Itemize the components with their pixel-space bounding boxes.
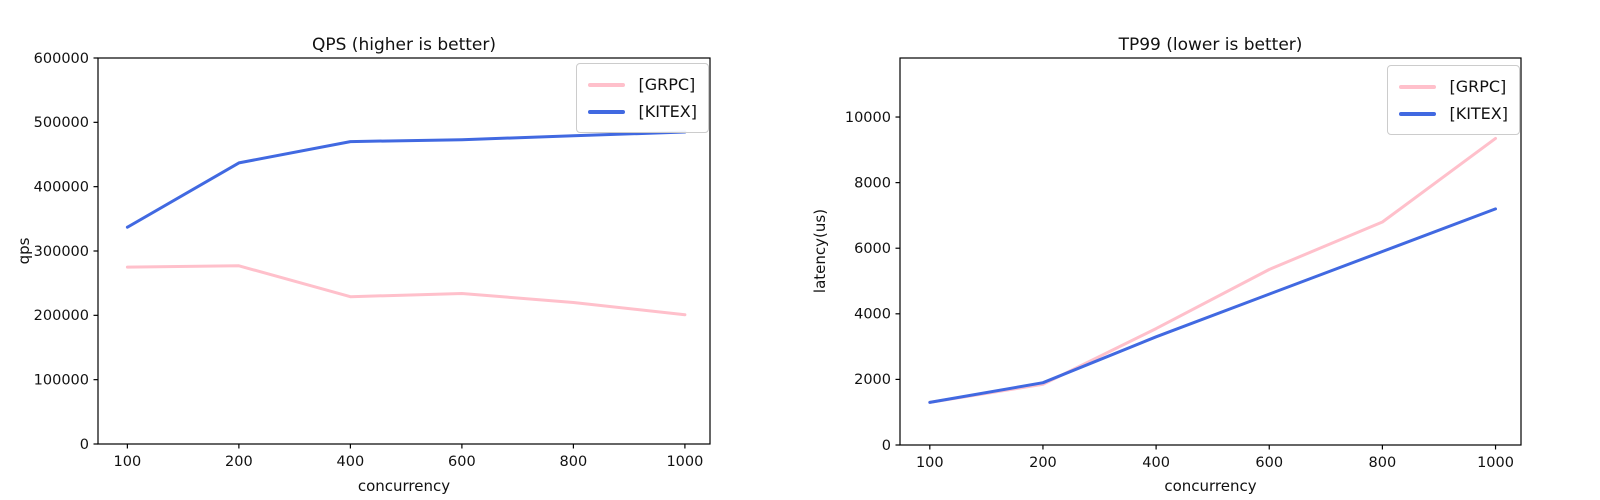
x-tick-label: 200 xyxy=(225,454,253,470)
plot-area: 0 2000 4000 6000 8000 10000 100 200 400 600 800 100… xyxy=(845,57,1522,471)
x-tick-label: 800 xyxy=(1369,455,1397,471)
grpc-line-sample xyxy=(588,82,626,87)
axes-frame xyxy=(97,57,711,445)
y-tick-label: 10000 xyxy=(845,110,891,126)
x-axis-label: concurrency xyxy=(357,477,451,495)
y-tick-label: 500000 xyxy=(34,115,89,131)
y-tick-label: 600000 xyxy=(34,51,89,67)
x-tick-label: 1000 xyxy=(1477,455,1514,471)
x-tick-label: 600 xyxy=(448,454,476,470)
legend: [GRPC] [KITEX] xyxy=(576,63,709,133)
qps-chart: QPS (higher is better) qps 0 100000 200000… xyxy=(15,35,711,495)
x-axis-label: concurrency xyxy=(1164,477,1257,495)
chart-title: QPS (higher is better) xyxy=(311,35,497,55)
x-tick-label: 200 xyxy=(1029,455,1057,471)
x-tick-label: 400 xyxy=(1142,455,1170,471)
y-tick-label: 4000 xyxy=(854,307,891,323)
legend-item-grpc: [GRPC] xyxy=(1399,73,1508,100)
chart-title: TP99 (lower is better) xyxy=(1118,35,1303,55)
legend: [GRPC] [KITEX] xyxy=(1387,65,1520,135)
x-tick-label: 1000 xyxy=(666,454,703,470)
y-tick-label: 6000 xyxy=(854,241,891,257)
plot-area: 0 100000 200000 300000 400000 500000 600000 100… xyxy=(34,51,711,470)
y-tick-label: 0 xyxy=(80,437,89,453)
y-tick-label: 300000 xyxy=(34,244,89,260)
y-tick-label: 200000 xyxy=(34,308,89,324)
y-tick-label: 400000 xyxy=(34,179,89,195)
y-tick-label: 2000 xyxy=(854,372,891,388)
y-tick-label: 8000 xyxy=(854,175,891,191)
legend-label-grpc: [GRPC] xyxy=(1449,77,1507,96)
kitex-line-sample xyxy=(588,109,626,114)
kitex-series-line xyxy=(125,130,687,229)
x-tick-label: 800 xyxy=(560,454,588,470)
legend-item-kitex: [KITEX] xyxy=(588,98,697,125)
legend-item-grpc: [GRPC] xyxy=(588,71,697,98)
grpc-line-sample xyxy=(1399,84,1437,89)
y-tick-label: 0 xyxy=(882,438,891,454)
legend-label-kitex: [KITEX] xyxy=(1449,104,1508,123)
y-tick-label: 100000 xyxy=(34,372,89,388)
x-tick-label: 400 xyxy=(337,454,365,470)
legend-item-kitex: [KITEX] xyxy=(1399,100,1508,127)
legend-label-kitex: [KITEX] xyxy=(638,102,697,121)
axes-frame xyxy=(899,57,1522,446)
legend-label-grpc: [GRPC] xyxy=(638,75,696,94)
x-tick-label: 600 xyxy=(1255,455,1283,471)
kitex-series-line xyxy=(928,207,1497,404)
x-tick-label: 100 xyxy=(114,454,142,470)
tp99-chart: TP99 (lower is better) latency(us) 0 2000… xyxy=(800,0,1600,500)
grpc-series-line xyxy=(928,136,1497,404)
x-tick-label: 100 xyxy=(916,455,944,471)
grpc-series-line xyxy=(125,264,687,317)
kitex-line-sample xyxy=(1399,111,1437,116)
